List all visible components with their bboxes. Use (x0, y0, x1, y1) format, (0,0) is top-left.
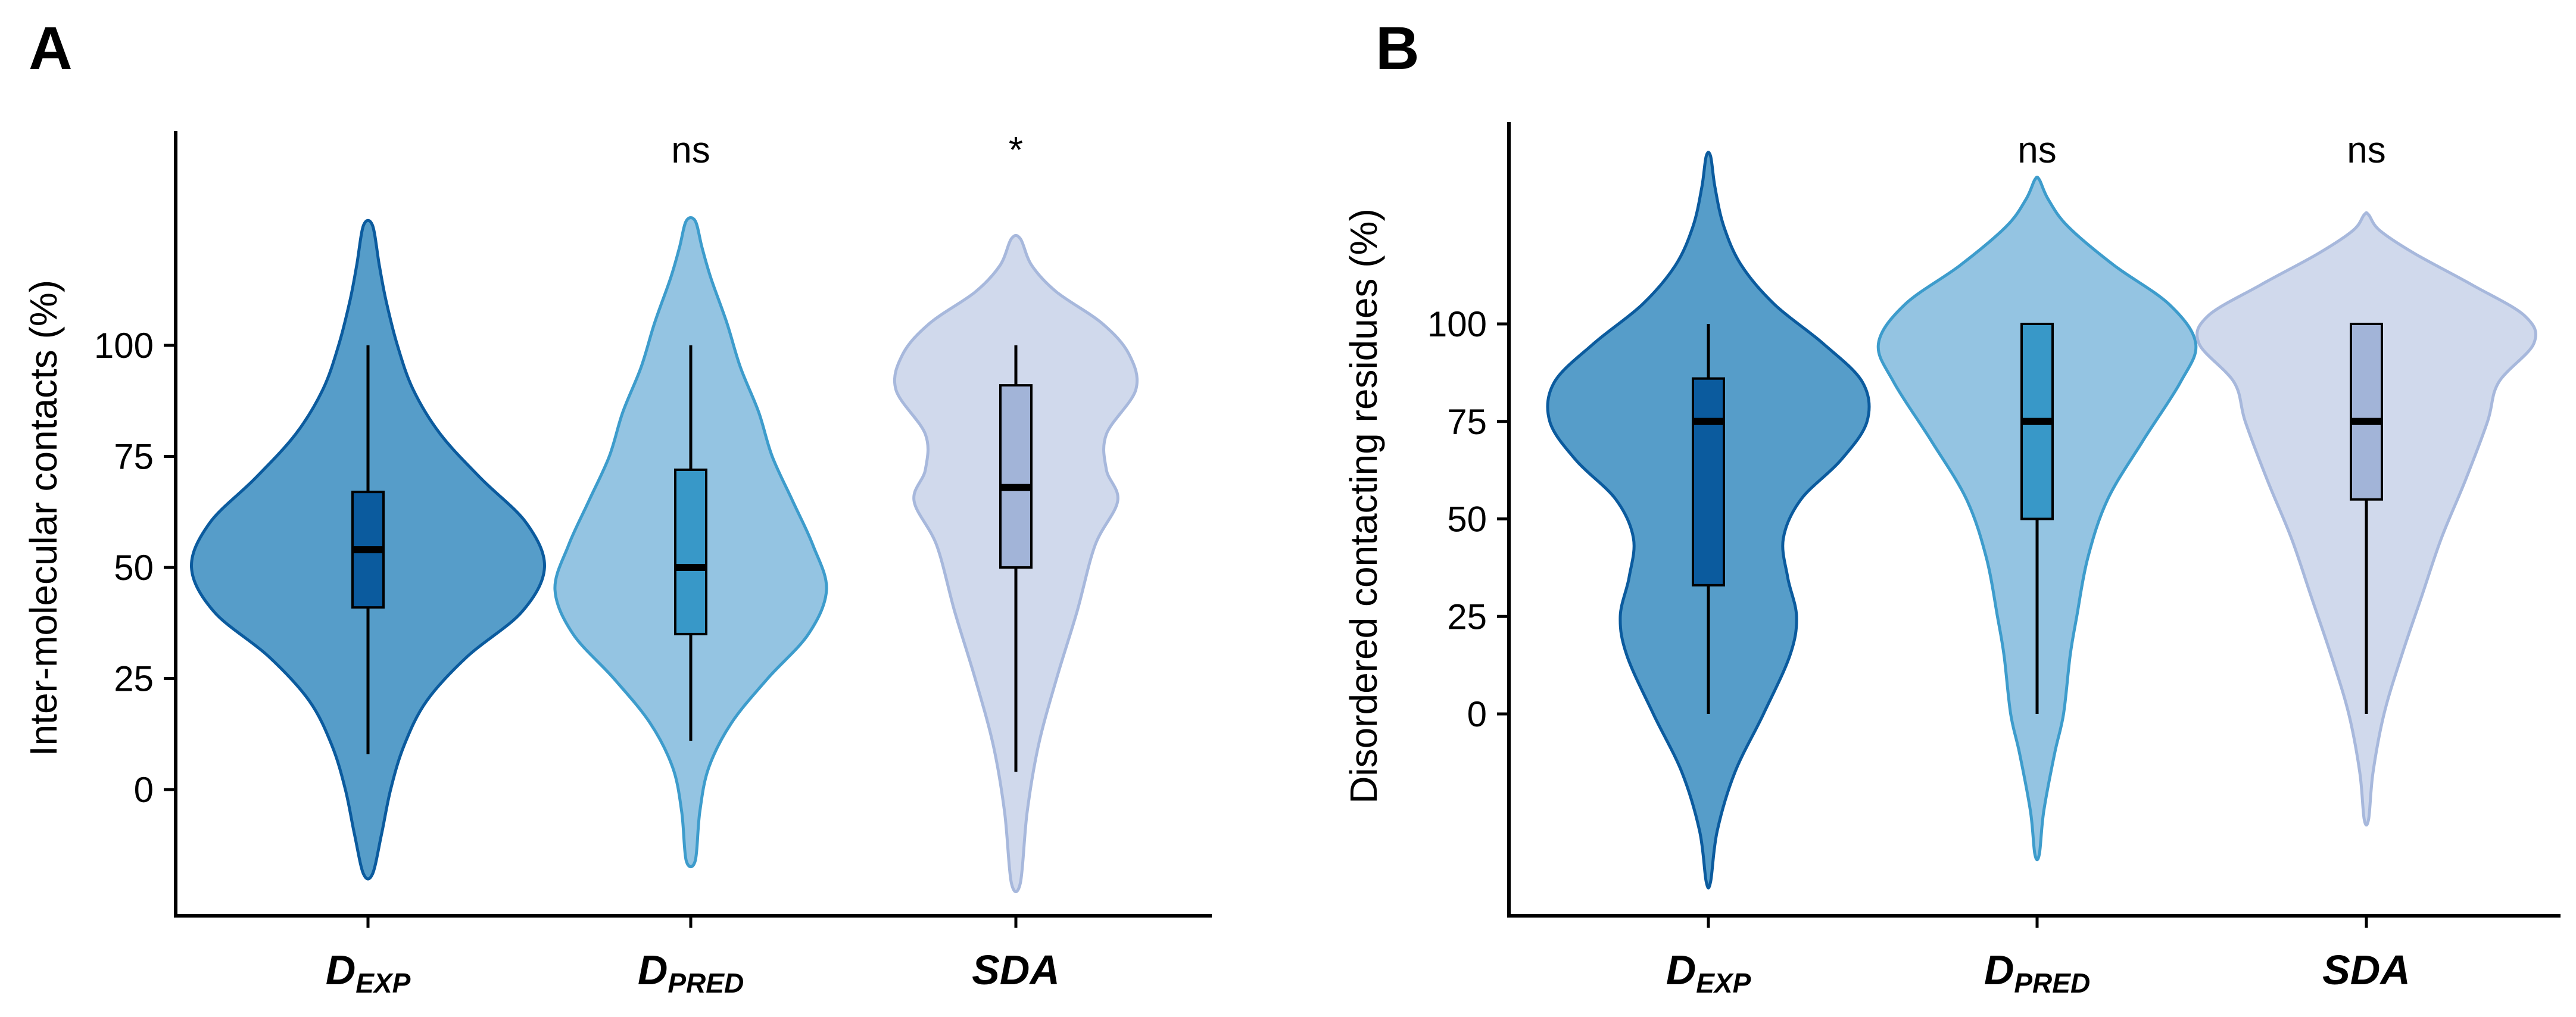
significance-label: ns (671, 130, 710, 171)
x-tick-label: SDA (2322, 947, 2410, 993)
box-SDA (999, 384, 1033, 569)
significance-label: ns (2017, 130, 2056, 171)
panel-a-plot: 0 25 50 75 100 Inter-molecular contacts (%) DE… (22, 130, 1212, 999)
x-tick-label: DPRED (1984, 947, 2090, 999)
x-tick-label: DPRED (638, 947, 744, 999)
y-tick-label: 0 (134, 770, 154, 810)
y-axis-title: Disordered contacting residues (%) (1342, 208, 1385, 804)
y-tick-label: 100 (1427, 304, 1487, 344)
x-tick-label: DEXP (1666, 947, 1751, 999)
panel-b-letter: B (1376, 14, 1420, 82)
x-tick-label: DEXP (326, 947, 411, 999)
y-tick-label: 50 (1447, 500, 1487, 539)
box-DPRED (674, 468, 707, 635)
box-DEXP (1692, 377, 1725, 587)
panel-b-plot: 0 25 50 75 100 Disordered contacting residues… (1342, 122, 2561, 999)
y-tick-label: 50 (114, 548, 154, 588)
y-axis-title: Inter-molecular contacts (%) (22, 280, 65, 756)
significance-label: * (1009, 130, 1023, 171)
y-tick-label: 75 (114, 437, 154, 477)
y-tick-label: 75 (1447, 402, 1487, 442)
panel-a-letter: A (29, 14, 73, 82)
y-tick-label: 0 (1467, 694, 1487, 734)
x-tick-label: SDA (972, 947, 1060, 993)
box-SDA (2350, 323, 2383, 501)
y-tick-label: 25 (1447, 597, 1487, 637)
y-tick-label: 100 (94, 326, 154, 366)
y-tick-label: 25 (114, 659, 154, 699)
significance-label: ns (2347, 130, 2385, 171)
